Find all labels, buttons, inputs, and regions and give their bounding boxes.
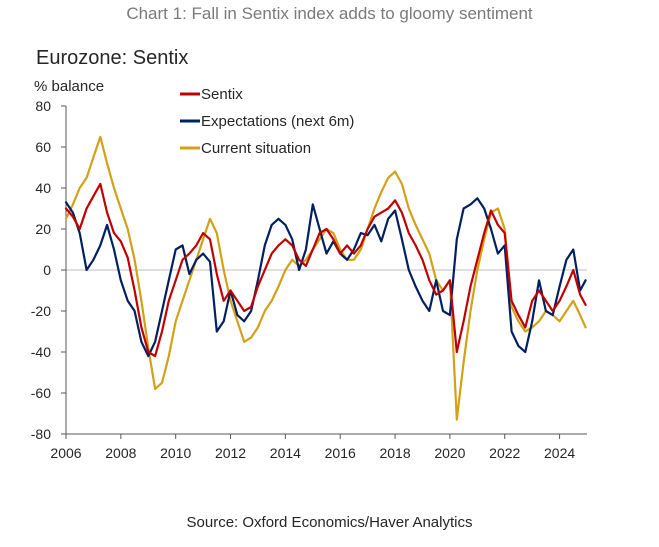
series-lines [64,135,587,421]
legend-label: Current situation [201,140,311,157]
chart-caption: Chart 1: Fall in Sentix index adds to gl… [126,4,533,23]
x-tick-label: 2010 [160,445,191,461]
x-tick-label: 2006 [50,445,81,461]
chart-title: Eurozone: Sentix [36,47,189,69]
y-tick-label: 0 [43,262,51,278]
x-tick-label: 2012 [215,445,246,461]
y-ticks: 80 60 40 20 0 -20 -40 -60 -80 [31,98,66,442]
x-tick-label: 2024 [544,445,575,461]
legend-label: Sentix [201,86,243,103]
y-tick-label: -80 [31,426,51,442]
y-tick-label: 20 [35,221,51,237]
y-axis-label: % balance [34,78,105,95]
x-tick-label: 2022 [489,445,520,461]
x-tick-label: 2018 [379,445,410,461]
y-tick-label: -60 [31,385,51,401]
legend-label: Expectations (next 6m) [201,113,354,130]
x-tick-label: 2014 [270,445,301,461]
legend: Sentix Expectations (next 6m) Current situ… [180,86,354,157]
series-line-sentix [64,182,587,358]
x-ticks: 2006 2008 2010 2012 2014 2016 2018 2020 2022 2024 [50,434,575,461]
y-tick-label: -20 [31,303,51,319]
y-tick-label: 80 [35,98,51,114]
x-tick-label: 2016 [325,445,356,461]
y-tick-label: 40 [35,180,51,196]
source-note: Source: Oxford Economics/Haver Analytics [186,514,473,531]
series-line-expectations-next-6m [64,197,587,358]
x-tick-label: 2008 [105,445,136,461]
x-tick-label: 2020 [434,445,465,461]
y-tick-label: -40 [31,344,51,360]
y-tick-label: 60 [35,139,51,155]
